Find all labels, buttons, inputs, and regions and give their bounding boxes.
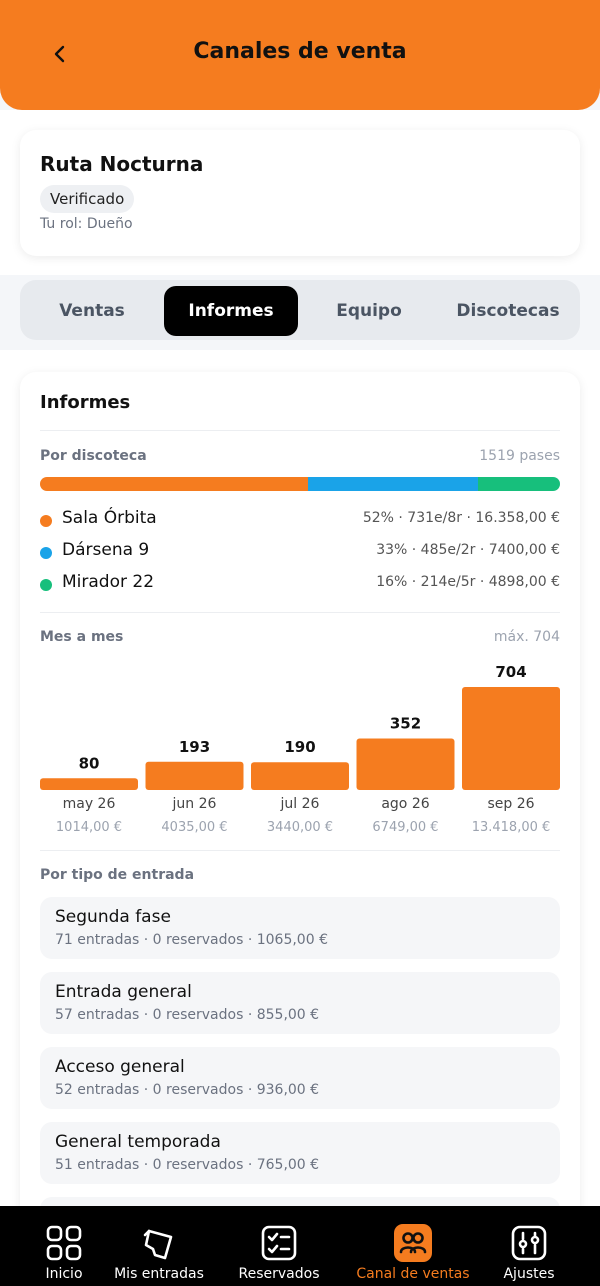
by-ticket-title: Por tipo de entrada — [40, 867, 195, 883]
club-name: Dársena 9 — [62, 540, 150, 560]
club-share-segment — [307, 477, 478, 491]
tab-bar: Ventas Informes Equipo Discotecas — [20, 280, 580, 340]
club-color-dot — [40, 547, 52, 559]
ticket-type-meta: 52 entradas · 0 reservados · 936,00 € — [55, 1082, 320, 1098]
chart-amount-label: 3440,00 € — [267, 820, 333, 835]
chart-bar — [40, 778, 138, 790]
chart-amount-label: 4035,00 € — [161, 820, 227, 835]
nav-label: Inicio — [45, 1266, 83, 1282]
chart-bar — [251, 762, 349, 790]
group-icon — [394, 1224, 432, 1262]
ticket-type-item[interactable]: Acceso general 52 entradas · 0 reservado… — [40, 1047, 560, 1109]
role-text: Tu rol: Dueño — [40, 216, 133, 232]
divider — [40, 612, 560, 613]
nav-label: Canal de ventas — [356, 1266, 470, 1282]
chart-value-label: 352 — [390, 715, 421, 733]
monthly-max: máx. 704 — [493, 629, 560, 645]
back-button[interactable] — [44, 38, 76, 70]
bottom-nav: Inicio Mis entradas Reservados Cana — [0, 1206, 600, 1286]
nav-label: Mis entradas — [114, 1266, 204, 1282]
ticket-type-item[interactable]: General temporada 51 entradas · 0 reserv… — [40, 1122, 560, 1184]
chart-value-label: 193 — [179, 738, 210, 756]
ticket-type-meta: 51 entradas · 0 reservados · 765,00 € — [55, 1157, 320, 1173]
verified-badge: Verificado — [40, 185, 135, 213]
ticket-type-item[interactable]: Segunda fase 71 entradas · 0 reservados … — [40, 897, 560, 959]
nav-ajustes[interactable]: Ajustes — [490, 1206, 568, 1286]
nav-mis-entradas[interactable]: Mis entradas — [104, 1206, 214, 1286]
club-share-segment — [477, 477, 560, 491]
sliders-icon — [510, 1224, 548, 1262]
nav-inicio[interactable]: Inicio — [24, 1206, 104, 1286]
chart-amount-label: 13.418,00 € — [472, 820, 551, 835]
ticket-type-item[interactable]: Entrada general 57 entradas · 0 reservad… — [40, 972, 560, 1034]
nav-reservados[interactable]: Reservados — [226, 1206, 332, 1286]
chart-category-label: sep 26 — [487, 796, 534, 812]
chart-amount-label: 6749,00 € — [372, 820, 438, 835]
club-legend-row: Sala Órbita 52% · 731e/8r · 16.358,00 € — [40, 508, 560, 532]
club-legend-row: Dársena 9 33% · 485e/2r · 7400,00 € — [40, 540, 560, 564]
chart-value-label: 704 — [495, 663, 526, 681]
chart-bar — [145, 761, 244, 790]
checklist-icon — [260, 1224, 298, 1262]
divider — [40, 430, 560, 431]
profile-name: Ruta Nocturna — [40, 152, 204, 176]
club-stats: 16% · 214e/5r · 4898,00 € — [376, 574, 560, 590]
chart-category-label: jun 26 — [172, 796, 217, 812]
profile-card: Ruta Nocturna Verificado Tu rol: Dueño — [20, 130, 580, 256]
club-name: Sala Órbita — [62, 508, 157, 528]
ticket-type-name: Acceso general — [55, 1057, 185, 1077]
report-card: Informes Por discoteca 1519 pases Sala Ó… — [20, 372, 580, 1259]
ticket-type-meta: 57 entradas · 0 reservados · 855,00 € — [55, 1007, 320, 1023]
monthly-title: Mes a mes — [40, 629, 124, 645]
by-club-title: Por discoteca — [40, 448, 147, 464]
chevron-left-icon — [54, 45, 65, 63]
app-header: Canales de venta — [0, 0, 600, 110]
nav-canal-de-ventas[interactable]: Canal de ventas — [344, 1206, 482, 1286]
chart-category-label: may 26 — [63, 796, 116, 812]
chart-category-label: jul 26 — [280, 796, 320, 812]
chart-bar — [356, 738, 455, 790]
divider — [40, 850, 560, 851]
ticket-type-meta: 71 entradas · 0 reservados · 1065,00 € — [55, 932, 328, 948]
ticket-type-name: General temporada — [55, 1132, 221, 1152]
tab-discotecas[interactable]: Discotecas — [456, 301, 560, 321]
ticket-type-name: Segunda fase — [55, 907, 171, 927]
club-legend-row: Mirador 22 16% · 214e/5r · 4898,00 € — [40, 572, 560, 596]
chart-category-label: ago 26 — [381, 796, 429, 812]
club-share-bar — [40, 477, 560, 491]
ticket-type-name: Entrada general — [55, 982, 192, 1002]
chart-amount-label: 1014,00 € — [56, 820, 122, 835]
nav-label: Reservados — [238, 1266, 320, 1282]
tab-equipo[interactable]: Equipo — [336, 301, 402, 321]
by-club-total: 1519 pases — [479, 448, 560, 464]
chart-value-label: 80 — [79, 754, 100, 772]
tab-informes[interactable]: Informes — [164, 286, 298, 336]
club-name: Mirador 22 — [62, 572, 155, 592]
tab-ventas[interactable]: Ventas — [59, 301, 125, 321]
monthly-bar-chart: 80 may 26 1014,00 € 193 jun 26 4035,00 € 190 ju… — [40, 663, 560, 835]
club-stats: 33% · 485e/2r · 7400,00 € — [376, 542, 560, 558]
chart-bar — [462, 687, 560, 790]
report-title: Informes — [40, 392, 131, 413]
page-title: Canales de venta — [193, 39, 407, 64]
club-stats: 52% · 731e/8r · 16.358,00 € — [362, 510, 560, 526]
ticket-icon — [140, 1224, 178, 1262]
club-color-dot — [40, 579, 52, 591]
chart-value-label: 190 — [284, 738, 315, 756]
club-color-dot — [40, 515, 52, 527]
club-share-segment — [40, 477, 308, 491]
grid-icon — [45, 1224, 83, 1262]
nav-label: Ajustes — [503, 1266, 555, 1282]
